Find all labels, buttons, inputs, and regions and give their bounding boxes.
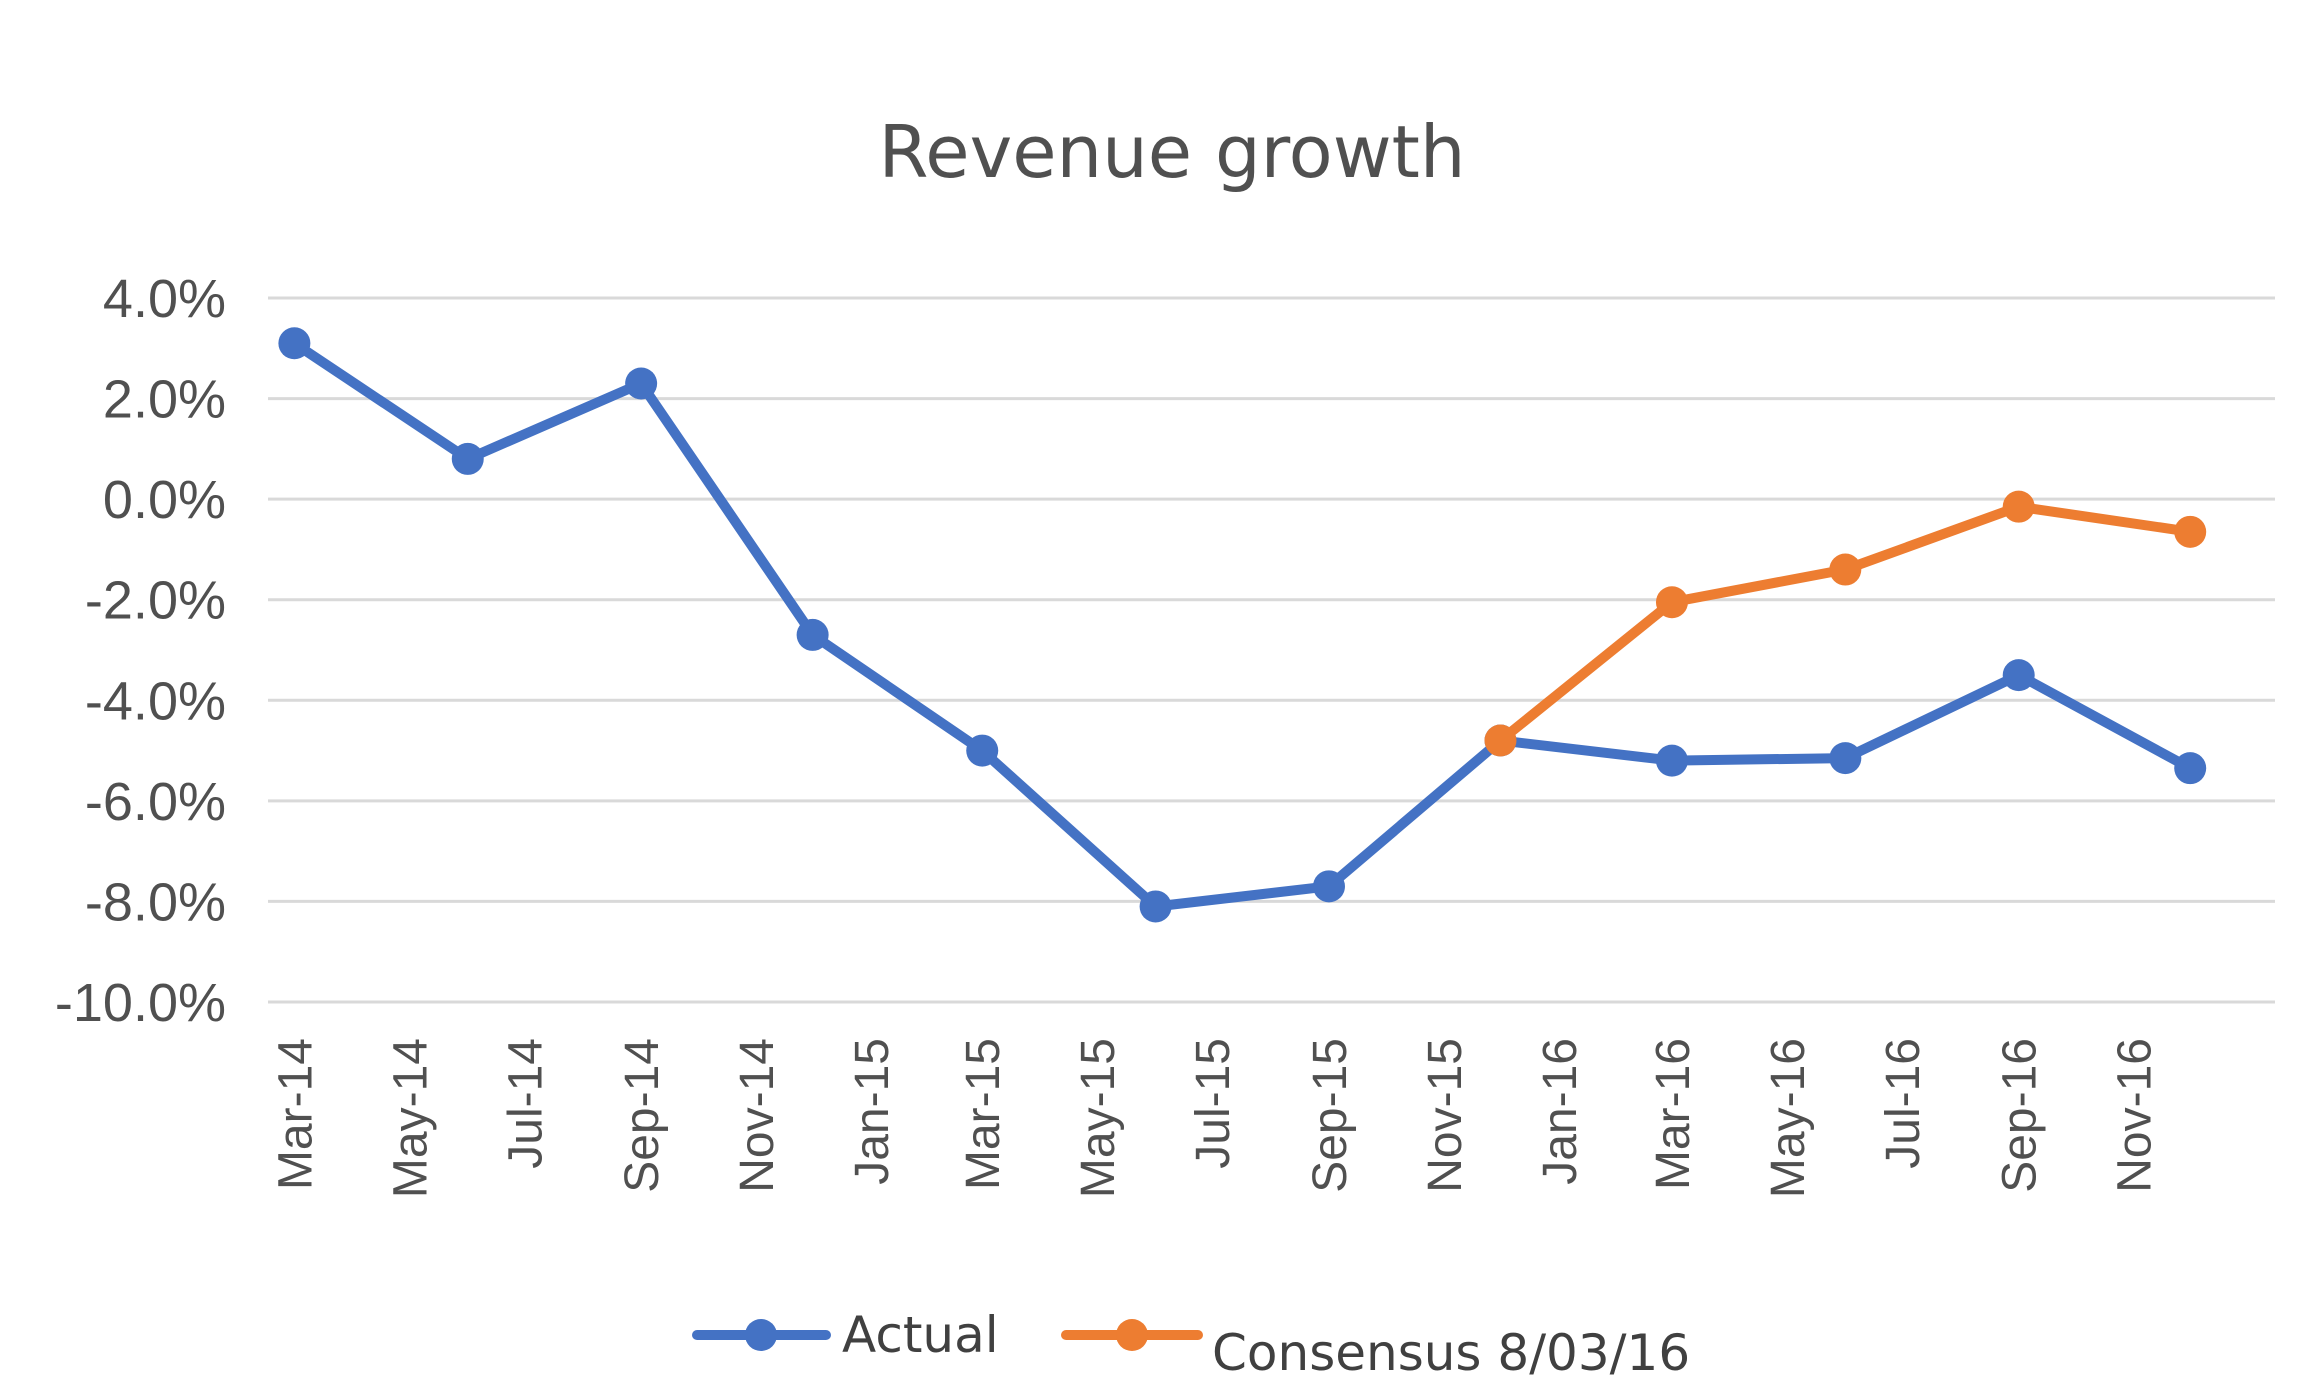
- data-point: [1312, 870, 1345, 903]
- series-line: [289, 338, 2196, 912]
- series-layer: [278, 327, 2207, 923]
- chart-title: Revenue growth: [879, 110, 1466, 194]
- x-tick-label: May-15: [1072, 1038, 1125, 1198]
- data-point: [2174, 752, 2207, 785]
- data-point: [1829, 742, 1862, 775]
- x-tick-label: Jan-16: [1534, 1038, 1587, 1185]
- data-point: [1829, 553, 1862, 586]
- x-tick-label: May-14: [384, 1038, 437, 1198]
- data-point: [625, 367, 658, 400]
- data-point: [1139, 890, 1172, 923]
- legend-label: Actual: [842, 1306, 999, 1364]
- data-point: [2174, 515, 2207, 548]
- x-tick-label: May-16: [1762, 1038, 1815, 1198]
- x-tick-label: Nov-14: [731, 1038, 784, 1193]
- x-axis-ticks: Mar-14 May-14 Jul-14 Sep-14 Nov-14 Jan-15 Mar-…: [269, 1038, 2161, 1198]
- x-tick-label: Sep-15: [1304, 1038, 1357, 1193]
- x-tick-label: Jul-16: [1877, 1038, 1930, 1169]
- y-tick-label: -8.0%: [85, 872, 226, 932]
- data-point: [1484, 724, 1517, 757]
- data-point: [2002, 659, 2035, 692]
- y-tick-label: 0.0%: [103, 470, 226, 530]
- x-tick-label: Mar-14: [269, 1038, 322, 1190]
- x-tick-label: Nov-16: [2109, 1038, 2162, 1193]
- x-tick-label: Jul-14: [499, 1038, 552, 1169]
- data-point: [451, 442, 484, 475]
- x-tick-label: Sep-14: [616, 1038, 669, 1193]
- data-point: [278, 327, 311, 360]
- x-tick-label: Nov-15: [1419, 1038, 1472, 1193]
- y-axis-ticks: 4.0% 2.0% 0.0% -2.0% -4.0% -6.0% -8.0% -10.0%: [55, 269, 226, 1033]
- y-tick-label: -10.0%: [55, 973, 226, 1033]
- y-tick-label: 4.0%: [103, 269, 226, 329]
- legend: Actual Consensus 8/03/16: [692, 1306, 1690, 1382]
- data-point: [2002, 490, 2035, 523]
- y-tick-label: -2.0%: [85, 571, 226, 631]
- x-tick-label: Mar-15: [957, 1038, 1010, 1190]
- legend-marker: [1116, 1319, 1148, 1351]
- y-tick-label: 2.0%: [103, 370, 226, 430]
- x-tick-label: Sep-16: [1994, 1038, 2047, 1193]
- series-0: [278, 327, 2207, 923]
- data-point: [966, 734, 999, 767]
- y-tick-label: -4.0%: [85, 671, 226, 731]
- legend-label: Consensus 8/03/16: [1212, 1324, 1690, 1382]
- series-line: [1495, 501, 2196, 746]
- data-point: [1655, 744, 1688, 777]
- x-tick-label: Mar-16: [1647, 1038, 1700, 1190]
- data-point: [796, 618, 829, 651]
- series-1: [1484, 490, 2207, 757]
- x-tick-label: Jan-15: [846, 1038, 899, 1185]
- data-point: [1655, 586, 1688, 619]
- x-tick-label: Jul-15: [1187, 1038, 1240, 1169]
- legend-marker: [745, 1319, 777, 1351]
- y-tick-label: -6.0%: [85, 772, 226, 832]
